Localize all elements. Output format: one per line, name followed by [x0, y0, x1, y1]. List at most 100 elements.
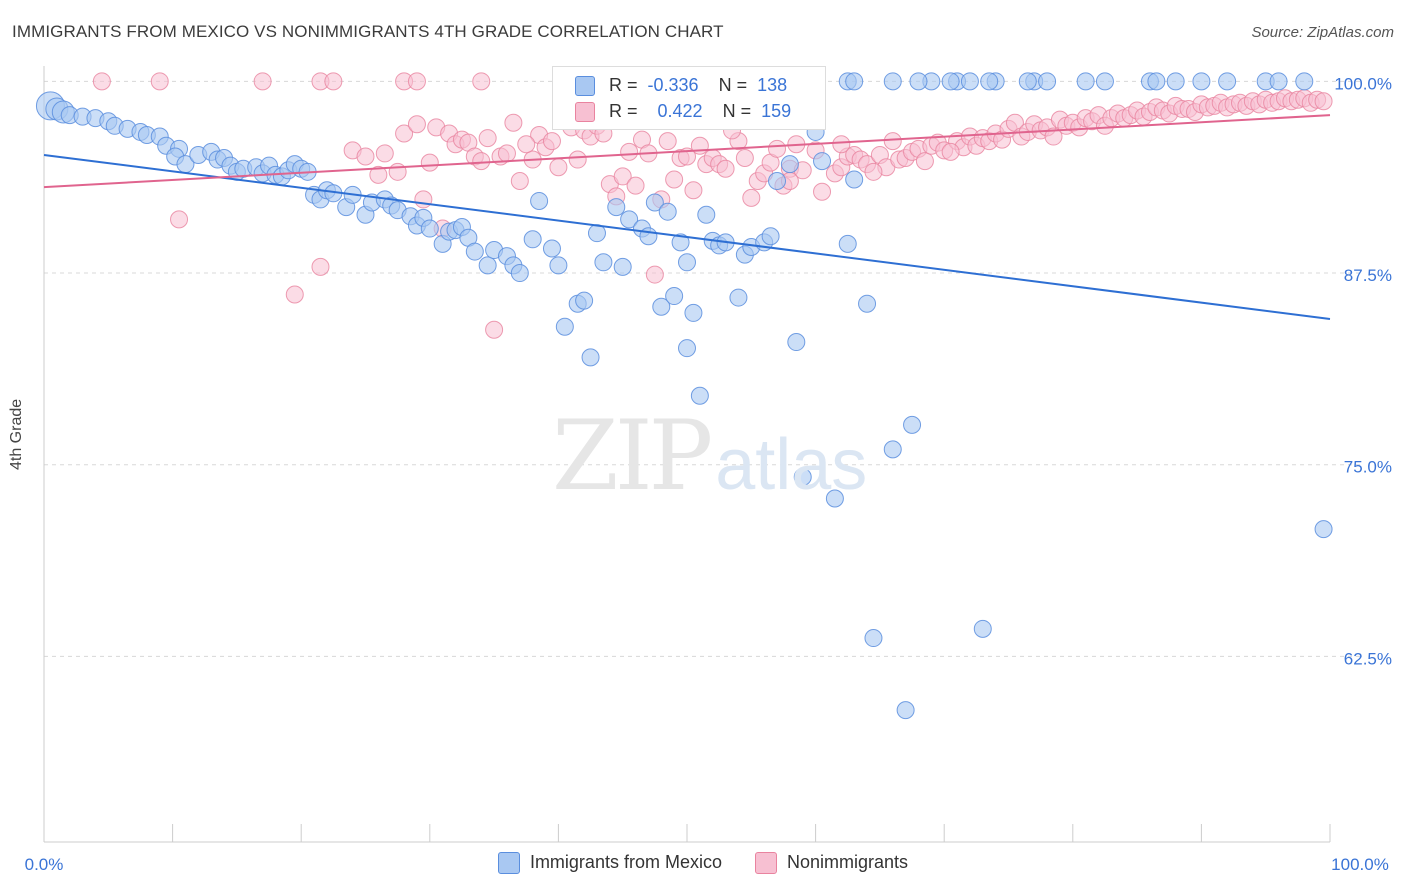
legend-row-nonimmigrants: R = 0.422 N = 159	[575, 101, 791, 127]
legend-r-value: 0.422	[657, 101, 703, 121]
legend-swatch-pink	[755, 852, 777, 875]
legend-swatch-blue	[497, 852, 520, 875]
data-point-nonimmigrants	[915, 152, 934, 171]
data-point-nonimmigrants	[497, 144, 516, 163]
chart-title: IMMIGRANTS FROM MEXICO VS NONIMMIGRANTS …	[12, 22, 724, 41]
data-point-nonimmigrants	[613, 167, 632, 186]
data-point-immigrants	[1147, 72, 1166, 91]
data-point-immigrants	[510, 264, 529, 283]
data-point-nonimmigrants	[478, 129, 497, 148]
data-point-immigrants	[1314, 520, 1333, 539]
y-axis-label: 4th Grade	[8, 398, 25, 470]
data-point-immigrants	[768, 172, 787, 191]
data-point-nonimmigrants	[472, 72, 491, 91]
data-point-immigrants	[465, 242, 484, 261]
data-point-nonimmigrants	[735, 149, 754, 168]
data-point-nonimmigrants	[356, 147, 375, 166]
data-point-immigrants	[607, 198, 626, 217]
data-point-nonimmigrants	[414, 190, 433, 209]
data-point-nonimmigrants	[832, 135, 851, 154]
data-point-nonimmigrants	[568, 150, 587, 169]
data-point-nonimmigrants	[485, 320, 504, 339]
data-point-nonimmigrants	[768, 139, 787, 158]
data-point-immigrants	[620, 210, 639, 229]
series-legend: Immigrants from Mexico Nonimmigrants	[0, 852, 1406, 875]
x-tick-label: 100.0%	[1331, 855, 1389, 874]
data-point-nonimmigrants	[813, 182, 832, 201]
data-point-immigrants	[645, 193, 664, 212]
data-point-immigrants	[941, 72, 960, 91]
data-point-immigrants	[639, 227, 658, 246]
legend-item-immigrants[interactable]: Immigrants from Mexico	[497, 852, 722, 875]
data-point-immigrants	[825, 489, 844, 508]
legend-n-label: N =	[718, 75, 748, 95]
data-point-immigrants	[1269, 72, 1288, 91]
data-point-nonimmigrants	[1314, 92, 1333, 111]
trend-line-immigrants	[43, 153, 1331, 321]
data-point-immigrants	[420, 219, 439, 238]
data-point-immigrants	[780, 155, 799, 174]
data-point-immigrants	[883, 440, 902, 459]
data-point-nonimmigrants	[684, 181, 703, 200]
data-point-immigrants	[838, 234, 857, 253]
source-label: Source: ZipAtlas.com	[1251, 24, 1394, 41]
data-point-immigrants	[813, 152, 832, 171]
data-point-nonimmigrants	[324, 72, 343, 91]
data-point-nonimmigrants	[285, 285, 304, 304]
data-point-immigrants	[665, 287, 684, 306]
data-point-immigrants	[684, 303, 703, 322]
y-tick-label: 75.0%	[1344, 458, 1392, 477]
data-point-nonimmigrants	[517, 135, 536, 154]
y-tick-label: 87.5%	[1344, 266, 1392, 285]
trend-lines	[43, 114, 1331, 321]
data-point-immigrants	[575, 291, 594, 310]
data-point-immigrants	[864, 629, 883, 648]
data-point-nonimmigrants	[388, 162, 407, 181]
legend-item-nonimmigrants[interactable]: Nonimmigrants	[755, 852, 908, 875]
data-point-nonimmigrants	[510, 172, 529, 191]
legend-n-value: 159	[761, 101, 792, 121]
data-point-nonimmigrants	[150, 72, 169, 91]
data-point-nonimmigrants	[665, 170, 684, 189]
data-point-immigrants	[478, 256, 497, 275]
data-point-nonimmigrants	[407, 115, 426, 134]
data-point-immigrants	[960, 72, 979, 91]
data-point-nonimmigrants	[620, 142, 639, 161]
data-point-nonimmigrants	[716, 159, 735, 178]
data-point-immigrants	[1038, 72, 1057, 91]
data-point-immigrants	[542, 239, 561, 258]
data-point-immigrants	[690, 386, 709, 405]
data-point-immigrants	[594, 253, 613, 272]
legend-label-immigrants: Immigrants from Mexico	[529, 852, 722, 872]
data-point-nonimmigrants	[645, 265, 664, 284]
series-immigrants-from-mexico	[35, 72, 1333, 720]
data-point-immigrants	[549, 256, 568, 275]
legend-r-label: R =	[609, 101, 638, 121]
data-point-immigrants	[909, 72, 928, 91]
data-point-immigrants	[896, 701, 915, 720]
legend-r-value: -0.336	[647, 75, 699, 95]
data-point-immigrants	[845, 170, 864, 189]
data-point-immigrants	[555, 317, 574, 336]
data-point-nonimmigrants	[395, 124, 414, 143]
data-point-nonimmigrants	[92, 72, 111, 91]
data-point-nonimmigrants	[549, 158, 568, 177]
data-point-immigrants	[858, 294, 877, 313]
y-tick-label: 100.0%	[1334, 74, 1392, 93]
data-point-immigrants	[1166, 72, 1185, 91]
data-point-immigrants	[530, 191, 549, 210]
data-point-nonimmigrants	[375, 144, 394, 163]
y-tick-label: 62.5%	[1344, 649, 1392, 668]
data-point-immigrants	[658, 202, 677, 221]
data-point-nonimmigrants	[658, 132, 677, 151]
watermark: ZIPatlas	[552, 400, 868, 512]
axes	[43, 66, 1331, 843]
data-point-immigrants	[729, 288, 748, 307]
data-point-nonimmigrants	[1044, 127, 1063, 146]
data-point-nonimmigrants	[472, 152, 491, 171]
data-point-immigrants	[678, 253, 696, 272]
data-point-nonimmigrants	[420, 153, 439, 172]
data-point-immigrants	[1192, 72, 1211, 91]
data-point-immigrants	[523, 230, 542, 249]
trend-line-nonimmigrants	[43, 114, 1331, 189]
